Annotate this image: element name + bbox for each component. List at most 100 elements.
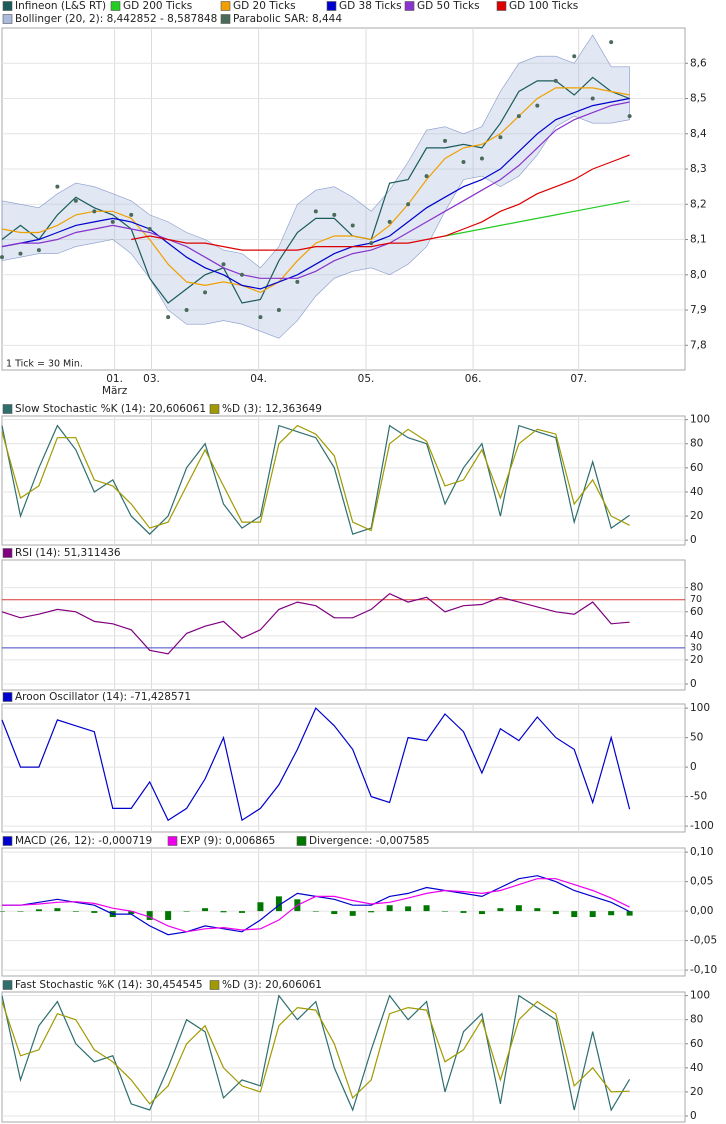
- y-tick-label: 0,10: [690, 846, 713, 858]
- bar: [442, 911, 449, 912]
- plot-frame: [1, 847, 686, 977]
- bar: [17, 911, 24, 912]
- y-tick-label: 7,8: [690, 339, 707, 351]
- sar-dot: [36, 248, 41, 253]
- y-tick-label: 40: [690, 1062, 703, 1074]
- bar: [589, 911, 596, 918]
- y-tick-label: 8,6: [690, 57, 707, 69]
- legend-label: Fast Stochastic %K (14): 30,454545: [15, 979, 203, 991]
- sar-dot: [313, 209, 318, 214]
- bar: [128, 911, 135, 915]
- legend-label: Divergence: -0,007585: [309, 835, 430, 847]
- series-line: [444, 200, 630, 237]
- x-tick-sublabel: März: [102, 385, 128, 397]
- bar: [515, 905, 522, 912]
- bar: [331, 911, 338, 915]
- series-line: [1, 707, 631, 822]
- sar-dot: [406, 202, 411, 207]
- y-tick-label: 8,0: [690, 269, 707, 281]
- legend-label: %D (3): 12,363649: [222, 403, 322, 415]
- sar-dot: [92, 209, 97, 214]
- y-tick-label: 40: [690, 630, 703, 642]
- series-line: [1, 592, 630, 655]
- sar-dot: [147, 226, 152, 231]
- sar-dot: [535, 103, 540, 108]
- legend-swatch: [2, 836, 13, 846]
- sar-dot: [424, 174, 429, 179]
- legend-swatch: [2, 404, 13, 414]
- sar-dot: [239, 272, 244, 277]
- bar: [238, 911, 245, 913]
- sar-dot: [387, 219, 392, 224]
- y-tick-label: 80: [690, 1014, 703, 1026]
- y-tick-label: 0: [690, 678, 697, 690]
- plot-frame: [1, 27, 686, 371]
- legend-swatch: [2, 548, 13, 558]
- sar-dot: [129, 212, 134, 217]
- y-tick-label: 80: [690, 582, 703, 594]
- bar: [552, 911, 559, 915]
- legend-swatch: [220, 14, 231, 24]
- legend-label: RSI (14): 51,311436: [15, 547, 121, 559]
- bar: [405, 906, 412, 912]
- y-tick-label: -0,10: [690, 964, 717, 976]
- bar: [460, 911, 467, 913]
- series-line: [131, 154, 630, 251]
- annotation: 1 Tick = 30 Min.: [6, 359, 83, 370]
- legend-label: %D (3): 20,606061: [222, 979, 322, 991]
- legend-swatch: [110, 1, 121, 11]
- sar-dot: [18, 251, 23, 256]
- sar-dot: [553, 78, 558, 83]
- sar-dot: [609, 40, 614, 45]
- bar: [220, 911, 227, 913]
- legend-swatch: [209, 980, 220, 990]
- bar: [72, 911, 79, 912]
- bar: [275, 896, 282, 912]
- bar: [349, 911, 356, 916]
- y-tick-label: -100: [690, 820, 714, 832]
- bar: [534, 908, 541, 912]
- sar-dot: [332, 212, 337, 217]
- bar: [368, 911, 375, 913]
- y-tick-label: 60: [690, 606, 703, 618]
- bar: [386, 905, 393, 912]
- sar-dot: [516, 114, 521, 119]
- y-tick-label: 80: [690, 438, 703, 450]
- sar-dot: [203, 290, 208, 295]
- bar: [183, 911, 190, 912]
- bar: [91, 911, 98, 913]
- sar-dot: [55, 184, 60, 189]
- sar-dot: [295, 279, 300, 284]
- legend-swatch: [2, 14, 13, 24]
- y-tick-label: 8,1: [690, 234, 707, 246]
- x-tick-label: 06.: [465, 373, 482, 385]
- sar-dot: [166, 315, 171, 320]
- legend-swatch: [2, 1, 13, 11]
- legend-swatch: [296, 836, 307, 846]
- series-line: [1, 424, 630, 532]
- sar-dot: [0, 255, 4, 260]
- legend-label: GD 200 Ticks: [123, 0, 192, 12]
- legend-swatch: [209, 404, 220, 414]
- reference-label: 70: [690, 594, 702, 605]
- sar-dot: [221, 262, 226, 267]
- legend-swatch: [326, 1, 337, 11]
- legend-swatch: [496, 1, 507, 11]
- x-tick-label: 04.: [250, 373, 267, 385]
- sar-dot: [276, 308, 281, 313]
- plot-frame: [1, 415, 686, 546]
- legend-label: Parabolic SAR: 8,444: [233, 13, 342, 25]
- legend-label: EXP (9): 0,006865: [180, 835, 275, 847]
- bollinger-band: [1, 34, 630, 339]
- bar: [165, 911, 172, 920]
- bar: [497, 908, 504, 912]
- bar: [54, 908, 61, 912]
- y-tick-label: 8,2: [690, 198, 707, 210]
- y-tick-label: 60: [690, 462, 703, 474]
- legend-label: Slow Stochastic %K (14): 20,606061: [15, 403, 206, 415]
- sar-dot: [258, 315, 263, 320]
- sar-dot: [590, 96, 595, 101]
- bar: [608, 911, 615, 916]
- sar-dot: [572, 54, 577, 59]
